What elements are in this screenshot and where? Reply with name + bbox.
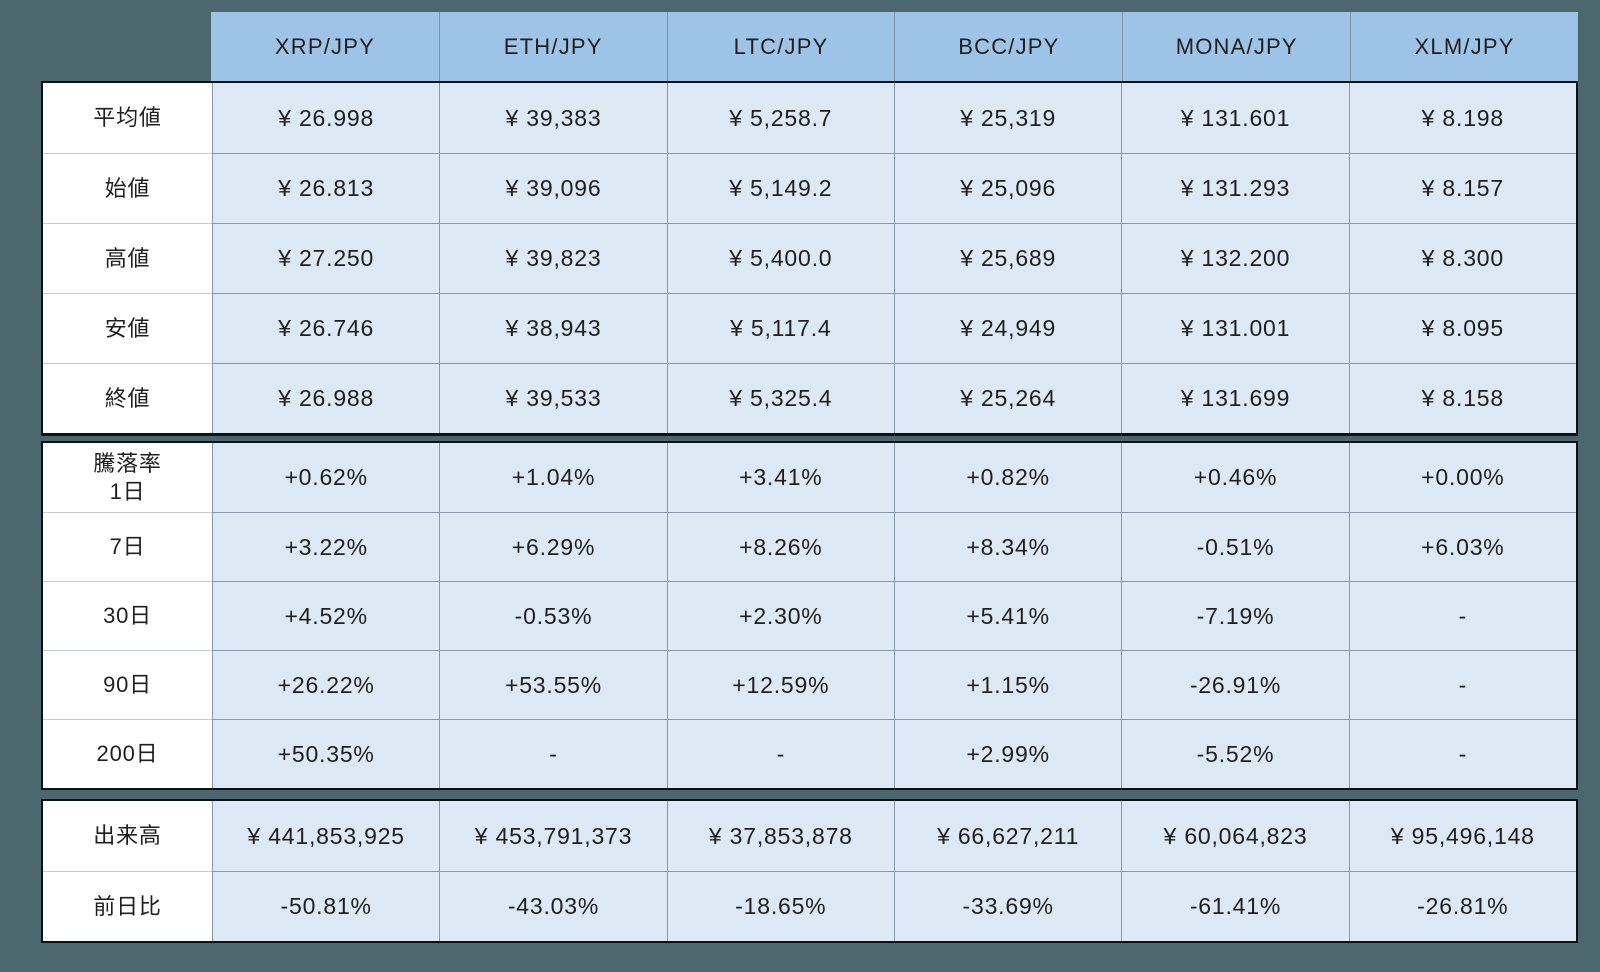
table-cell: +5.41% bbox=[893, 581, 1122, 650]
table-cell: +0.46% bbox=[1121, 443, 1349, 512]
table-cell: -61.41% bbox=[1121, 871, 1349, 941]
table-cell: ¥ 8.300 bbox=[1348, 223, 1576, 293]
table-cell: ¥ 131.601 bbox=[1121, 83, 1349, 153]
table-cell: -18.65% bbox=[666, 871, 894, 941]
row-label: 高値 bbox=[43, 223, 212, 293]
table-cell: ¥ 39,823 bbox=[439, 223, 667, 293]
table-cell: - bbox=[1348, 719, 1576, 788]
table-cell: +8.26% bbox=[666, 512, 894, 581]
column-header: BCC/JPY bbox=[894, 12, 1123, 81]
table-cell: ¥ 453,791,373 bbox=[439, 801, 667, 871]
table-cell: ¥ 39,096 bbox=[439, 153, 667, 223]
table-cell: -0.51% bbox=[1121, 512, 1349, 581]
table-cell: ¥ 25,264 bbox=[893, 363, 1122, 433]
column-header: LTC/JPY bbox=[666, 12, 895, 81]
table-cell: ¥ 8.157 bbox=[1348, 153, 1576, 223]
table-cell: +4.52% bbox=[212, 581, 440, 650]
row-label: 安値 bbox=[43, 293, 212, 363]
table-cell: ¥ 5,117.4 bbox=[666, 293, 894, 363]
table-cell: -7.19% bbox=[1121, 581, 1349, 650]
table-cell: -26.91% bbox=[1121, 650, 1349, 719]
row-label: 出来高 bbox=[43, 801, 212, 871]
table-cell: ¥ 25,319 bbox=[893, 83, 1122, 153]
row-label: 前日比 bbox=[43, 871, 212, 941]
table-cell: +1.04% bbox=[439, 443, 667, 512]
table-cell: +0.62% bbox=[212, 443, 440, 512]
table-cell: ¥ 60,064,823 bbox=[1121, 801, 1349, 871]
row-label: 騰落率 1日 bbox=[43, 443, 212, 512]
table-cell: ¥ 39,533 bbox=[439, 363, 667, 433]
column-header: MONA/JPY bbox=[1122, 12, 1351, 81]
table-cell: ¥ 26.746 bbox=[212, 293, 440, 363]
table-cell: ¥ 26.988 bbox=[212, 363, 440, 433]
table-cell: +50.35% bbox=[212, 719, 440, 788]
row-label: 平均値 bbox=[43, 83, 212, 153]
column-header: ETH/JPY bbox=[438, 12, 667, 81]
table-cell: ¥ 27.250 bbox=[212, 223, 440, 293]
table-cell: +2.99% bbox=[893, 719, 1122, 788]
table-cell: ¥ 8.095 bbox=[1348, 293, 1576, 363]
table-cell: ¥ 37,853,878 bbox=[666, 801, 894, 871]
row-label: 終値 bbox=[43, 363, 212, 433]
table-cell: ¥ 132.200 bbox=[1121, 223, 1349, 293]
table-cell: ¥ 441,853,925 bbox=[212, 801, 440, 871]
row-label: 7日 bbox=[43, 512, 212, 581]
table-cell: -43.03% bbox=[439, 871, 667, 941]
table-cell: -5.52% bbox=[1121, 719, 1349, 788]
table-cell: ¥ 5,325.4 bbox=[666, 363, 894, 433]
table-cell: ¥ 26.813 bbox=[212, 153, 440, 223]
table-cell: ¥ 66,627,211 bbox=[893, 801, 1122, 871]
table-cell: ¥ 8.158 bbox=[1348, 363, 1576, 433]
table-cell: ¥ 25,096 bbox=[893, 153, 1122, 223]
table-cell: +53.55% bbox=[439, 650, 667, 719]
table-cell: ¥ 95,496,148 bbox=[1348, 801, 1576, 871]
table-cell: ¥ 39,383 bbox=[439, 83, 667, 153]
table-cell: ¥ 131.001 bbox=[1121, 293, 1349, 363]
table-cell: +0.82% bbox=[893, 443, 1122, 512]
table-cell: +8.34% bbox=[893, 512, 1122, 581]
table-cell: ¥ 25,689 bbox=[893, 223, 1122, 293]
table-cell: +6.29% bbox=[439, 512, 667, 581]
change-rate-section: 騰落率 1日 +0.62% +1.04% +3.41% +0.82% +0.46… bbox=[41, 441, 1578, 790]
table-cell: ¥ 131.699 bbox=[1121, 363, 1349, 433]
table-cell: ¥ 38,943 bbox=[439, 293, 667, 363]
table-cell: - bbox=[439, 719, 667, 788]
table-cell: +3.22% bbox=[212, 512, 440, 581]
table-cell: ¥ 24,949 bbox=[893, 293, 1122, 363]
pair-header-row: XRP/JPY ETH/JPY LTC/JPY BCC/JPY MONA/JPY… bbox=[211, 12, 1578, 81]
table-cell: - bbox=[1348, 650, 1576, 719]
table-cell: +26.22% bbox=[212, 650, 440, 719]
table-cell: +0.00% bbox=[1348, 443, 1576, 512]
table-cell: ¥ 131.293 bbox=[1121, 153, 1349, 223]
column-header: XLM/JPY bbox=[1350, 12, 1578, 81]
table-cell: -50.81% bbox=[212, 871, 440, 941]
table-cell: - bbox=[1348, 581, 1576, 650]
price-stats-section: 平均値 ¥ 26.998 ¥ 39,383 ¥ 5,258.7 ¥ 25,319… bbox=[41, 81, 1578, 436]
table-cell: +1.15% bbox=[893, 650, 1122, 719]
table-cell: +12.59% bbox=[666, 650, 894, 719]
row-label: 200日 bbox=[43, 719, 212, 788]
row-label: 30日 bbox=[43, 581, 212, 650]
table-cell: -0.53% bbox=[439, 581, 667, 650]
table-cell: +2.30% bbox=[666, 581, 894, 650]
table-cell: -26.81% bbox=[1348, 871, 1576, 941]
table-cell: - bbox=[666, 719, 894, 788]
table-cell: ¥ 5,400.0 bbox=[666, 223, 894, 293]
row-label: 90日 bbox=[43, 650, 212, 719]
table-cell: +3.41% bbox=[666, 443, 894, 512]
table-cell: ¥ 8.198 bbox=[1348, 83, 1576, 153]
row-label: 始値 bbox=[43, 153, 212, 223]
volume-section: 出来高 ¥ 441,853,925 ¥ 453,791,373 ¥ 37,853… bbox=[41, 799, 1578, 943]
table-cell: ¥ 5,258.7 bbox=[666, 83, 894, 153]
table-cell: -33.69% bbox=[893, 871, 1122, 941]
column-header: XRP/JPY bbox=[211, 12, 439, 81]
table-cell: +6.03% bbox=[1348, 512, 1576, 581]
table-cell: ¥ 26.998 bbox=[212, 83, 440, 153]
table-cell: ¥ 5,149.2 bbox=[666, 153, 894, 223]
